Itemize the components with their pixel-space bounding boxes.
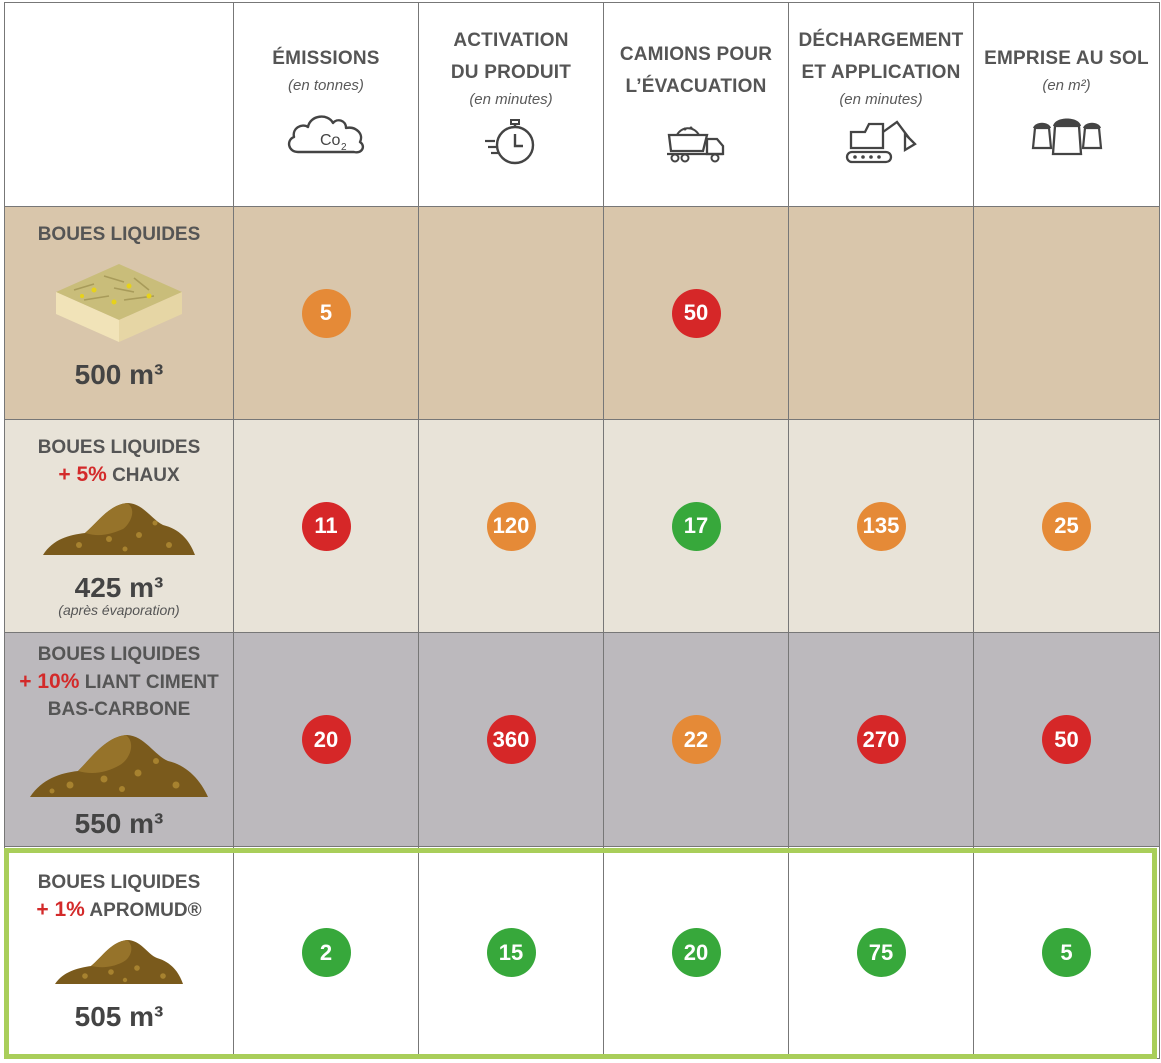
header-title-line: DÉCHARGEMENT <box>798 30 964 51</box>
co2-cloud-icon: Co 2 <box>284 108 368 163</box>
value-cell: 11 <box>234 420 419 633</box>
header-title: ÉMISSIONS <box>272 48 380 69</box>
sacks-icon <box>1029 108 1105 163</box>
value-cell: 360 <box>419 633 604 847</box>
additive-percentage: + 10% <box>19 670 80 693</box>
value-badge: 11 <box>301 501 351 551</box>
value-cell: 20 <box>234 633 419 847</box>
header-emissions: ÉMISSIONS (en tonnes) Co 2 <box>234 2 419 207</box>
row-label-line: BAS-CARBONE <box>47 699 191 720</box>
row-note: (après évaporation) <box>58 602 180 618</box>
additive-percentage: + 5% <box>58 463 107 486</box>
row-volume: 550 m³ <box>74 808 164 839</box>
value-cell: 50 <box>604 207 789 420</box>
value-cell: 135 <box>789 420 974 633</box>
soil-pile-small-icon <box>51 934 187 993</box>
header-unloading: DÉCHARGEMENT ET APPLICATION (en minutes) <box>789 2 974 207</box>
header-unit: (en tonnes) <box>288 77 364 94</box>
header-unit: (en minutes) <box>469 91 553 108</box>
value-badge: 120 <box>486 501 536 551</box>
additive-name: CHAUX <box>112 465 180 486</box>
value-cell: 270 <box>789 633 974 847</box>
header-title-line: ET APPLICATION <box>801 62 961 83</box>
row-label: BOUES LIQUIDES + 5% CHAUX 425 m³ (après … <box>4 420 234 633</box>
value-cell: 15 <box>419 847 604 1059</box>
header-title-line: ACTIVATION <box>453 30 569 51</box>
header-title: ACTIVATION DU PRODUIT <box>451 25 571 89</box>
svg-text:Co: Co <box>320 132 341 149</box>
header-title: EMPRISE AU SOL <box>984 48 1149 69</box>
stopwatch-icon <box>483 116 539 173</box>
header-title: DÉCHARGEMENT ET APPLICATION <box>799 25 964 89</box>
value-cell-empty <box>974 207 1160 420</box>
row-label-line: BOUES LIQUIDES <box>37 644 201 665</box>
header-empty-cell <box>4 2 234 207</box>
soil-pile-large-icon <box>26 727 212 806</box>
row-volume: 500 m³ <box>74 359 164 390</box>
header-unit: (en minutes) <box>839 91 923 108</box>
header-title-line: DU PRODUIT <box>450 62 572 83</box>
value-badge: 135 <box>856 501 906 551</box>
value-cell: 2 <box>234 847 419 1059</box>
value-badge: 5 <box>301 288 351 338</box>
value-badge: 360 <box>486 715 536 764</box>
value-cell: 25 <box>974 420 1160 633</box>
header-footprint: EMPRISE AU SOL (en m²) <box>974 2 1160 207</box>
additive-name: APROMUD® <box>89 900 202 921</box>
dump-truck-icon <box>663 117 729 168</box>
value-cell: 22 <box>604 633 789 847</box>
header-trucks: CAMIONS POUR L’ÉVACUATION <box>604 2 789 207</box>
value-badge: 22 <box>671 715 721 764</box>
value-cell: 20 <box>604 847 789 1059</box>
value-badge: 50 <box>671 288 721 338</box>
value-badge: 5 <box>1042 928 1091 977</box>
additive-name: LIANT CIMENT <box>84 672 219 693</box>
header-title: CAMIONS POUR L’ÉVACUATION <box>620 39 772 103</box>
liquid-mud-slab-icon <box>54 256 184 351</box>
row-label-additive: + 10% LIANT CIMENT <box>19 668 218 696</box>
additive-percentage: + 1% <box>36 898 85 921</box>
soil-pile-icon <box>39 495 199 564</box>
value-badge: 17 <box>671 501 721 551</box>
value-cell-empty <box>789 207 974 420</box>
value-badge: 50 <box>1042 715 1091 764</box>
row-label: BOUES LIQUIDES + 10% LIANT CIMENT BAS-CA… <box>4 633 234 847</box>
row-volume: 505 m³ <box>74 1001 164 1032</box>
value-badge: 75 <box>856 928 906 977</box>
svg-text:2: 2 <box>341 142 347 153</box>
excavator-icon <box>843 116 919 171</box>
row-label-additive: + 5% CHAUX <box>58 461 179 489</box>
row-label-additive: + 1% APROMUD® <box>36 896 201 924</box>
value-cell: 75 <box>789 847 974 1059</box>
row-label-line: BOUES LIQUIDES <box>37 437 201 458</box>
value-cell: 5 <box>974 847 1160 1059</box>
header-title-line: CAMIONS POUR <box>619 44 773 65</box>
value-cell-empty <box>419 207 604 420</box>
header-title-line: L’ÉVACUATION <box>625 76 767 97</box>
header-unit: (en m²) <box>1042 77 1091 94</box>
value-cell: 5 <box>234 207 419 420</box>
row-label-line: BOUES LIQUIDES <box>37 224 201 245</box>
row-volume: 425 m³ <box>74 572 164 603</box>
value-cell: 17 <box>604 420 789 633</box>
row-label: BOUES LIQUIDES 500 m³ <box>4 207 234 420</box>
header-activation: ACTIVATION DU PRODUIT (en minutes) <box>419 2 604 207</box>
row-label: BOUES LIQUIDES + 1% APROMUD® 505 m³ <box>4 847 234 1059</box>
value-cell: 50 <box>974 633 1160 847</box>
value-cell: 120 <box>419 420 604 633</box>
row-label-line: BOUES LIQUIDES <box>37 872 201 893</box>
value-badge: 270 <box>856 715 906 764</box>
value-badge: 25 <box>1042 501 1091 551</box>
value-badge: 15 <box>486 928 536 977</box>
value-badge: 20 <box>301 715 351 764</box>
value-badge: 2 <box>301 928 351 977</box>
value-badge: 20 <box>671 928 721 977</box>
